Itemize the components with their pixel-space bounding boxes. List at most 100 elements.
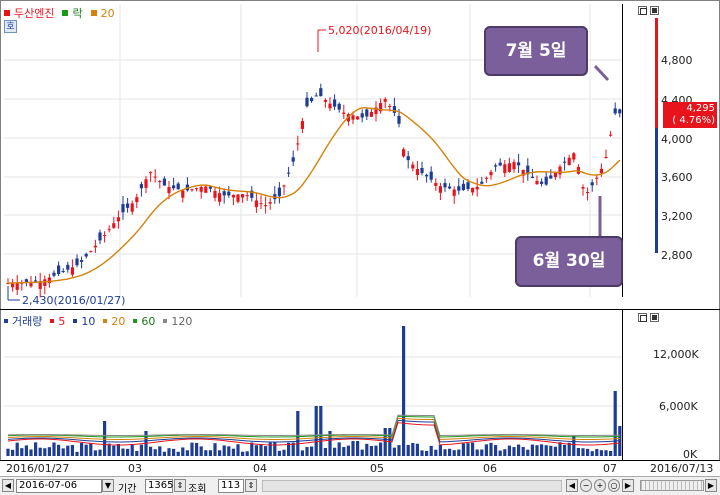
price-candle-body bbox=[208, 186, 212, 189]
volume-bar bbox=[254, 445, 258, 456]
price-candle-body bbox=[93, 245, 97, 248]
period-input[interactable]: 1365 bbox=[145, 479, 173, 493]
volume-bar bbox=[162, 451, 166, 456]
volume-bar bbox=[452, 450, 456, 456]
volume-bar bbox=[360, 449, 364, 456]
price-candle-body bbox=[461, 183, 465, 191]
price-candle-body bbox=[374, 107, 378, 115]
price-legend: 두산엔진 락 20 bbox=[4, 5, 115, 21]
legend-ma20: 20 bbox=[111, 314, 126, 328]
volume-bar bbox=[498, 450, 502, 456]
fit-icon[interactable]: ○ bbox=[608, 479, 620, 492]
volume-bar bbox=[535, 445, 539, 456]
volume-bar bbox=[47, 447, 51, 456]
volume-bar bbox=[461, 443, 465, 456]
volume-ma-line bbox=[7, 415, 621, 438]
horizontal-scrollbar[interactable] bbox=[262, 480, 562, 492]
price-candle-body bbox=[586, 192, 590, 194]
volume-bar bbox=[540, 444, 544, 456]
volume-bar bbox=[572, 436, 576, 456]
volume-bar bbox=[346, 445, 350, 456]
price-candle-body bbox=[43, 279, 47, 286]
legend-ma120: 120 bbox=[171, 314, 193, 328]
low-label: 2,430(2016/01/27) bbox=[22, 294, 125, 307]
price-candle-body bbox=[563, 161, 567, 163]
volume-ma-line bbox=[7, 414, 621, 437]
volume-bar bbox=[567, 442, 571, 456]
panel-toggle-icon[interactable]: 호 bbox=[4, 20, 17, 33]
volume-bar bbox=[319, 406, 323, 456]
current-change: ( 4.76%) bbox=[672, 115, 715, 126]
price-candle-body bbox=[498, 162, 502, 166]
volume-bar bbox=[245, 451, 249, 456]
price-candle-body bbox=[190, 189, 194, 191]
price-candle-body bbox=[126, 203, 130, 208]
legend-volume-marker bbox=[4, 319, 8, 323]
window-close-icon[interactable] bbox=[650, 6, 659, 15]
zoom-in-icon[interactable]: + bbox=[594, 479, 606, 492]
price-candle-body bbox=[116, 217, 120, 222]
price-candle-body bbox=[29, 281, 33, 287]
price-tick: 2,800 bbox=[661, 249, 693, 262]
price-candle-body bbox=[310, 98, 314, 102]
date-input[interactable]: 2016-07-06 bbox=[16, 479, 102, 493]
price-candle-body bbox=[112, 223, 116, 228]
period-label: 기간 bbox=[118, 484, 137, 495]
volume-bar bbox=[107, 443, 111, 456]
legend-marker bbox=[163, 319, 168, 323]
price-candle-body bbox=[149, 172, 153, 174]
price-candle-body bbox=[195, 188, 199, 190]
legend-marker bbox=[133, 319, 138, 323]
price-candle-body bbox=[222, 191, 226, 196]
scroll-left-icon[interactable]: ◀ bbox=[566, 479, 578, 492]
scroll-left-icon[interactable]: ◀ bbox=[2, 479, 14, 492]
query-label: 조회 bbox=[188, 484, 207, 495]
volume-bar bbox=[167, 448, 171, 456]
price-candle-body bbox=[80, 260, 84, 262]
price-axis: 4,800 4,400 4,000 3,600 3,200 2,800 4,29… bbox=[622, 4, 720, 297]
price-candle-body bbox=[6, 283, 10, 285]
price-candle-body bbox=[415, 169, 419, 175]
volume-bar bbox=[135, 450, 139, 456]
scroll-right-icon[interactable]: ▶ bbox=[705, 479, 717, 492]
period-spin-icon[interactable]: ⇕ bbox=[174, 479, 186, 492]
price-candle-body bbox=[241, 194, 245, 198]
price-candle-body bbox=[590, 182, 594, 186]
volume-bar bbox=[231, 448, 235, 456]
volume-bar bbox=[333, 447, 337, 456]
price-candle-body bbox=[521, 169, 525, 176]
volume-bar bbox=[530, 444, 534, 456]
price-candle-body bbox=[457, 186, 461, 191]
volume-bar bbox=[549, 445, 553, 456]
volume-bar bbox=[218, 450, 222, 456]
volume-bar bbox=[590, 451, 594, 456]
window-restore-icon[interactable] bbox=[638, 313, 647, 322]
price-candle-body bbox=[618, 109, 622, 114]
volume-bar bbox=[558, 442, 562, 456]
price-panel: 두산엔진 락 20 호 5,020(2016/04/19) 2,430(2016/… bbox=[4, 4, 720, 307]
query-input[interactable]: 113 bbox=[218, 479, 244, 493]
volume-bar bbox=[420, 450, 424, 456]
price-candle-body bbox=[121, 204, 125, 213]
volume-bar bbox=[112, 445, 116, 456]
price-candle-body bbox=[259, 203, 263, 205]
volume-bar bbox=[314, 406, 318, 456]
zoom-slider[interactable] bbox=[640, 480, 704, 491]
query-spin-icon[interactable]: ⇕ bbox=[245, 479, 257, 492]
legend-marker bbox=[73, 319, 78, 323]
calendar-dropdown-icon[interactable]: ▼ bbox=[102, 479, 114, 492]
price-candle-body bbox=[181, 190, 185, 198]
x-tick: 04 bbox=[253, 462, 267, 475]
volume-bar bbox=[208, 450, 212, 456]
volume-bar bbox=[20, 448, 24, 456]
scroll-right-icon[interactable]: ▶ bbox=[622, 479, 634, 492]
price-candle-body bbox=[70, 267, 74, 275]
volume-bar bbox=[402, 326, 406, 456]
volume-bar bbox=[241, 451, 245, 456]
price-candle-body bbox=[268, 202, 272, 204]
zoom-out-icon[interactable]: − bbox=[580, 479, 592, 492]
volume-bar bbox=[291, 442, 295, 456]
volume-bar bbox=[250, 442, 254, 456]
window-close-icon[interactable] bbox=[650, 313, 659, 322]
window-restore-icon[interactable] bbox=[638, 6, 647, 15]
